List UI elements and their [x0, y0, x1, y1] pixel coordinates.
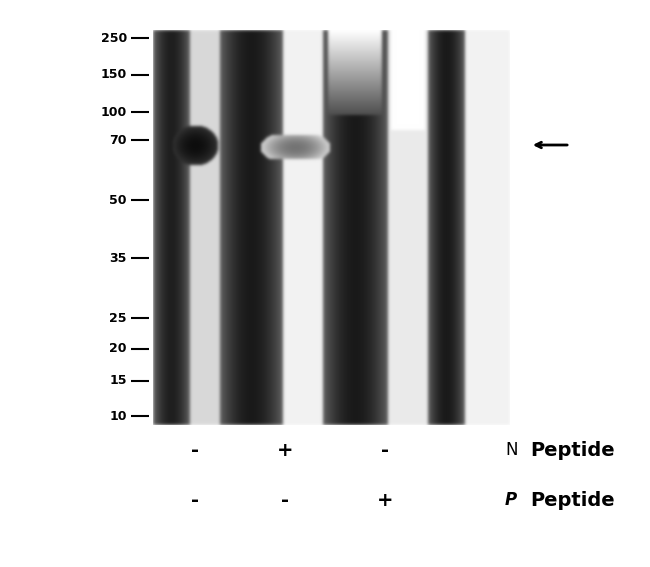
Text: N: N [505, 441, 517, 459]
Text: -: - [281, 490, 289, 510]
Text: 15: 15 [109, 374, 127, 387]
Text: 25: 25 [109, 311, 127, 324]
Text: Peptide: Peptide [530, 441, 615, 459]
Text: 70: 70 [109, 133, 127, 146]
Text: 20: 20 [109, 342, 127, 356]
Text: 10: 10 [109, 409, 127, 422]
Text: 250: 250 [101, 32, 127, 44]
Text: +: + [277, 441, 293, 459]
Text: 150: 150 [101, 69, 127, 82]
Text: -: - [191, 490, 199, 510]
Text: P: P [505, 491, 517, 509]
Text: +: + [377, 490, 393, 510]
Text: Peptide: Peptide [530, 490, 615, 510]
Text: 100: 100 [101, 105, 127, 119]
Text: -: - [381, 441, 389, 459]
Text: 50: 50 [109, 193, 127, 206]
Text: 35: 35 [110, 252, 127, 264]
Text: -: - [191, 441, 199, 459]
